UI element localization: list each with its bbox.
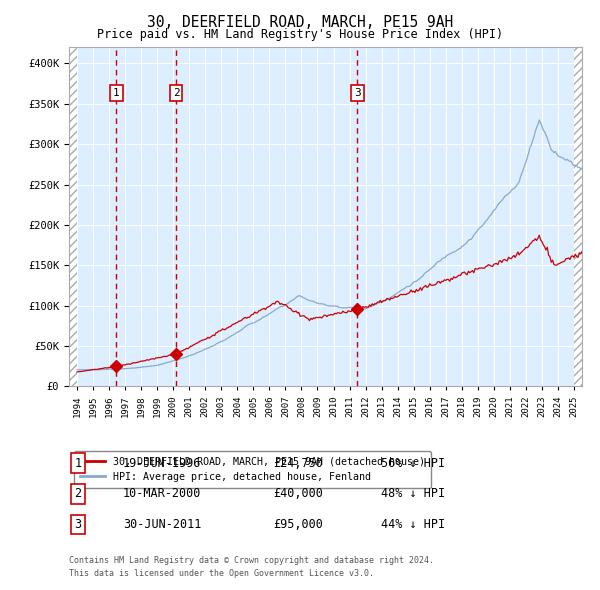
Text: 2: 2 xyxy=(74,487,82,500)
Text: 30, DEERFIELD ROAD, MARCH, PE15 9AH: 30, DEERFIELD ROAD, MARCH, PE15 9AH xyxy=(147,15,453,30)
Text: Contains HM Land Registry data © Crown copyright and database right 2024.: Contains HM Land Registry data © Crown c… xyxy=(69,556,434,565)
Text: 2: 2 xyxy=(173,88,179,98)
Text: 10-MAR-2000: 10-MAR-2000 xyxy=(123,487,202,500)
Text: £40,000: £40,000 xyxy=(273,487,323,500)
Text: 44% ↓ HPI: 44% ↓ HPI xyxy=(381,518,445,531)
Text: £24,750: £24,750 xyxy=(273,457,323,470)
Legend: 30, DEERFIELD ROAD, MARCH, PE15 9AH (detached house), HPI: Average price, detach: 30, DEERFIELD ROAD, MARCH, PE15 9AH (det… xyxy=(74,451,431,488)
Text: 3: 3 xyxy=(74,518,82,531)
Text: 3: 3 xyxy=(354,88,361,98)
Text: 56% ↓ HPI: 56% ↓ HPI xyxy=(381,457,445,470)
Text: 1: 1 xyxy=(74,457,82,470)
Text: 30-JUN-2011: 30-JUN-2011 xyxy=(123,518,202,531)
Text: £95,000: £95,000 xyxy=(273,518,323,531)
Text: 48% ↓ HPI: 48% ↓ HPI xyxy=(381,487,445,500)
Text: Price paid vs. HM Land Registry's House Price Index (HPI): Price paid vs. HM Land Registry's House … xyxy=(97,28,503,41)
Text: This data is licensed under the Open Government Licence v3.0.: This data is licensed under the Open Gov… xyxy=(69,569,374,578)
Bar xyxy=(574,47,582,386)
Bar xyxy=(69,47,77,386)
Text: 19-JUN-1996: 19-JUN-1996 xyxy=(123,457,202,470)
Text: 1: 1 xyxy=(113,88,120,98)
